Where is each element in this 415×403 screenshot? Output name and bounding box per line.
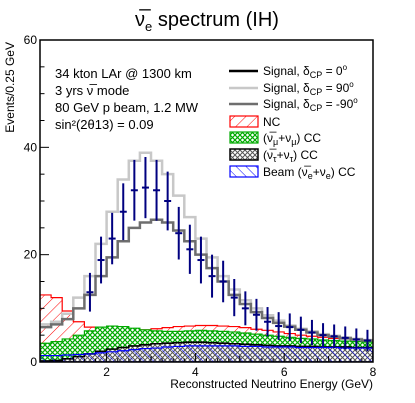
annotation-detector: 34 kton LAr @ 1300 km [55,66,192,81]
legend-item-signal-0: Signal, δCP = 0o [229,63,348,80]
annotation-block: 34 kton LAr @ 1300 km 3 yrs ν̅ mode 80 G… [55,66,199,132]
x-axis-label: Reconstructed Neutrino Energy (GeV) [170,377,373,391]
title-rest: spectrum (IH) [152,9,279,31]
axis-ticks: 2 4 6 8 0 20 40 60 [24,33,377,379]
legend-item-beam-nue: Beam (ν̅e+νe) CC [229,165,356,181]
x-tick-label: 8 [370,365,377,379]
legend-swatch-numu [229,131,259,144]
chart-title: ν̅e spectrum (IH) [135,8,279,34]
legend-item-nc: NC [229,115,281,129]
data-points [86,156,371,352]
histograms [40,294,373,362]
legend-swatch-nc [229,115,259,128]
legend-label-signal-90: Signal, δCP = 90o [263,80,354,97]
legend-label-nc: NC [263,115,281,129]
annotation-exposure: 3 yrs ν̅ mode [55,83,129,98]
legend-swatch-beam-nue [229,165,259,178]
legend-swatch-nutau [229,148,259,161]
annotation-theta13: sin²(2θ13) = 0.09 [55,117,154,132]
legend-label-signal-m90: Signal, δCP = -90o [263,96,358,113]
legend-item-signal-m90: Signal, δCP = -90o [229,96,358,113]
y-axis-label: Events/0.25 GeV [3,42,17,133]
y-tick-label: 40 [24,140,38,154]
title-sub: e [145,19,152,34]
legend-label-nutau: (ν̅τ+ντ) CC [263,148,318,164]
legend-label-beam-nue: Beam (ν̅e+νe) CC [263,165,356,181]
legend-label-signal-0: Signal, δCP = 0o [263,63,348,80]
y-tick-label: 0 [30,355,37,369]
signal-dcp-m90-line [40,218,373,342]
y-tick-label: 60 [24,33,38,47]
legend-item-numu: (ν̅μ+νμ) CC [229,131,321,147]
x-tick-label: 4 [192,365,199,379]
x-tick-label: 6 [281,365,288,379]
legend: Signal, δCP = 0o Signal, δCP = 90o Signa… [229,63,358,181]
y-tick-label: 20 [24,248,38,262]
beam-nue-cc-histogram [40,345,373,362]
annotation-beam: 80 GeV p beam, 1.2 MW [55,100,199,115]
signal-lines [40,151,373,342]
signal-dcp-90-line [40,151,373,342]
x-tick-label: 2 [103,365,110,379]
legend-label-numu: (ν̅μ+νμ) CC [263,131,321,147]
legend-item-signal-90: Signal, δCP = 90o [229,80,354,97]
legend-item-nutau: (ν̅τ+ντ) CC [229,148,318,164]
